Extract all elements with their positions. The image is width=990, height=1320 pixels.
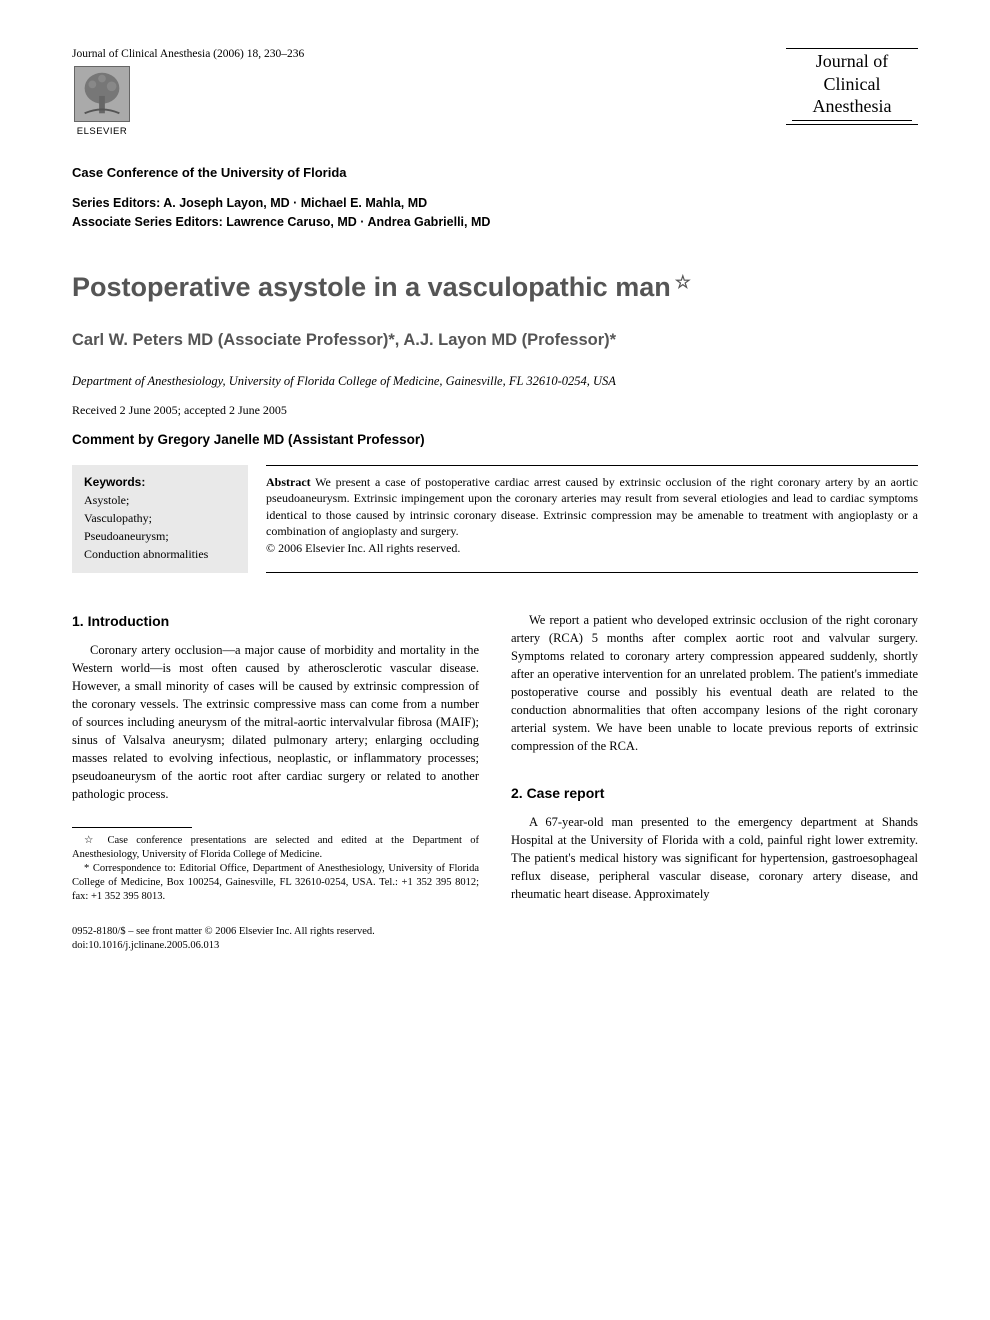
publisher-block: ELSEVIER <box>72 66 132 137</box>
article-title: Postoperative asystole in a vasculopathi… <box>72 272 918 303</box>
keywords-heading: Keywords: <box>84 475 236 489</box>
footnote-correspondence: * Correspondence to: Editorial Office, D… <box>72 862 479 905</box>
footnote-divider <box>72 827 192 828</box>
publisher-name: ELSEVIER <box>77 126 127 137</box>
affiliation: Department of Anesthesiology, University… <box>72 374 918 389</box>
associate-editors: Associate Series Editors: Lawrence Carus… <box>72 213 918 232</box>
hairline-rule <box>792 120 912 121</box>
title-text: Postoperative asystole in a vasculopathi… <box>72 272 671 303</box>
abstract-copyright: © 2006 Elsevier Inc. All rights reserved… <box>266 540 918 557</box>
abstract-block: Abstract We present a case of postoperat… <box>266 465 918 573</box>
right-column: We report a patient who developed extrin… <box>511 611 918 953</box>
header-left: Journal of Clinical Anesthesia (2006) 18… <box>72 48 304 137</box>
doi-line: doi:10.1016/j.jclinane.2005.06.013 <box>72 939 479 953</box>
journal-title-box: Journal of Clinical Anesthesia <box>786 48 918 125</box>
journal-reference: Journal of Clinical Anesthesia (2006) 18… <box>72 48 304 60</box>
body-columns: 1. Introduction Coronary artery occlusio… <box>72 611 918 953</box>
introduction-paragraph: Coronary artery occlusion—a major cause … <box>72 641 479 803</box>
series-editors: Series Editors: A. Joseph Layon, MD · Mi… <box>72 194 918 213</box>
footnote-star: ☆ Case conference presentations are sele… <box>72 834 479 862</box>
left-column: 1. Introduction Coronary artery occlusio… <box>72 611 479 953</box>
case-report-heading: 2. Case report <box>511 783 918 803</box>
journal-name-line: Clinical <box>792 73 912 96</box>
journal-name-line: Anesthesia <box>792 95 912 118</box>
abstract-label: Abstract <box>266 475 311 489</box>
journal-name-line: Journal of <box>792 50 912 73</box>
introduction-continued: We report a patient who developed extrin… <box>511 611 918 755</box>
abstract-text: We present a case of postoperative cardi… <box>266 475 918 539</box>
case-report-paragraph: A 67-year-old man presented to the emerg… <box>511 813 918 903</box>
keywords-box: Keywords: Asystole; Vasculopathy; Pseudo… <box>72 465 248 573</box>
commenter: Comment by Gregory Janelle MD (Assistant… <box>72 432 918 447</box>
title-footnote-marker: ☆ <box>675 272 691 293</box>
article-dates: Received 2 June 2005; accepted 2 June 20… <box>72 403 918 418</box>
elsevier-tree-icon <box>74 66 130 122</box>
editors-block: Series Editors: A. Joseph Layon, MD · Mi… <box>72 194 918 232</box>
abstract-row: Keywords: Asystole; Vasculopathy; Pseudo… <box>72 465 918 573</box>
keywords-list: Asystole; Vasculopathy; Pseudoaneurysm; … <box>84 491 236 563</box>
bottom-matter: 0952-8180/$ – see front matter © 2006 El… <box>72 925 479 953</box>
footnotes: ☆ Case conference presentations are sele… <box>72 834 479 905</box>
authors: Carl W. Peters MD (Associate Professor)*… <box>72 331 918 350</box>
introduction-heading: 1. Introduction <box>72 611 479 631</box>
front-matter-line: 0952-8180/$ – see front matter © 2006 El… <box>72 925 479 939</box>
header-row: Journal of Clinical Anesthesia (2006) 18… <box>72 48 918 137</box>
section-label: Case Conference of the University of Flo… <box>72 165 918 180</box>
